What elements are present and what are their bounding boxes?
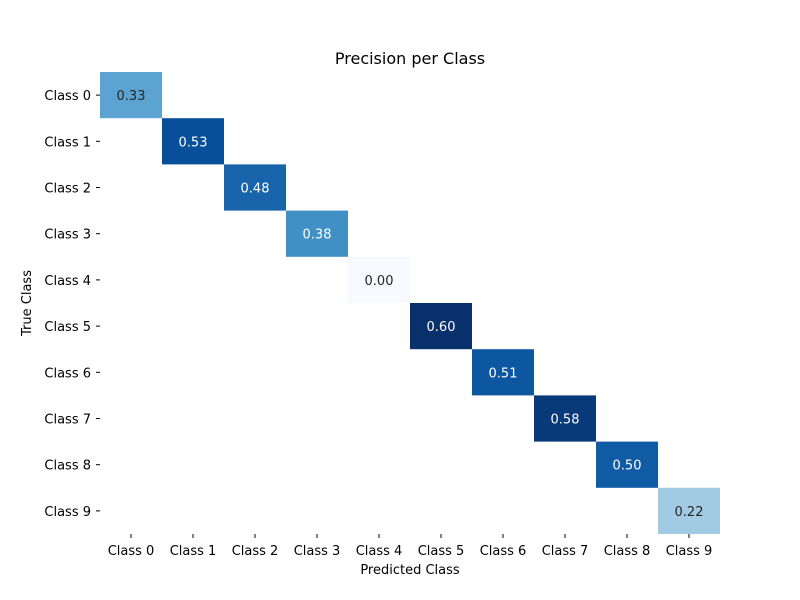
cell-value-label: 0.60 xyxy=(427,320,456,335)
x-tick-label: Class 1 xyxy=(170,544,217,559)
cell-value-label: 0.00 xyxy=(365,274,394,289)
cell-value-label: 0.53 xyxy=(179,135,208,150)
heatmap-cell xyxy=(224,164,286,211)
x-tick-label: Class 8 xyxy=(604,544,651,559)
x-tick-label: Class 3 xyxy=(294,544,341,559)
x-tick-label: Class 0 xyxy=(108,544,155,559)
y-tick-label: Class 1 xyxy=(44,135,91,150)
y-axis-ticks: Class 0 Class 1 Class 2 Class 3 Class 4 Class… xyxy=(44,89,100,520)
heatmap-cell xyxy=(100,72,162,119)
x-tick-label: Class 7 xyxy=(542,544,589,559)
heatmap-cell xyxy=(162,118,224,165)
cell-value-label: 0.58 xyxy=(551,413,580,428)
x-tick-label: Class 5 xyxy=(418,544,465,559)
heatmap-cell xyxy=(596,441,658,488)
chart-title: Precision per Class xyxy=(335,49,485,68)
heatmap-cell xyxy=(472,349,534,396)
x-axis-ticks: Class 0 Class 1 Class 2 Class 3 Class 4 Class… xyxy=(108,534,713,559)
cell-value-label: 0.51 xyxy=(489,366,518,381)
heatmap-cell xyxy=(410,303,472,350)
x-tick-label: Class 9 xyxy=(666,544,713,559)
heatmap-cell xyxy=(534,395,596,442)
heatmap-cell xyxy=(658,487,720,534)
y-tick-label: Class 8 xyxy=(44,459,91,474)
y-tick-label: Class 2 xyxy=(44,182,91,197)
x-tick-label: Class 6 xyxy=(480,544,527,559)
y-tick-label: Class 5 xyxy=(44,320,91,335)
cell-value-label: 0.38 xyxy=(303,228,332,243)
cell-value-label: 0.22 xyxy=(675,505,704,520)
heatmap-cell xyxy=(286,210,348,257)
heatmap-cell xyxy=(348,256,410,303)
y-axis-label: True Class xyxy=(20,270,35,337)
cell-value-label: 0.48 xyxy=(241,182,270,197)
y-tick-label: Class 3 xyxy=(44,228,91,243)
y-tick-label: Class 0 xyxy=(44,89,91,104)
cell-value-label: 0.50 xyxy=(613,459,642,474)
y-tick-label: Class 7 xyxy=(44,413,91,428)
y-tick-label: Class 9 xyxy=(44,505,91,520)
x-tick-label: Class 2 xyxy=(232,544,279,559)
x-tick-label: Class 4 xyxy=(356,544,403,559)
heatmap-cells: 0.33 0.53 0.48 0.38 0.00 0.60 0.51 0.58 0.50 0.22 xyxy=(100,72,720,534)
y-tick-label: Class 4 xyxy=(44,274,91,289)
x-axis-label: Predicted Class xyxy=(360,563,460,578)
y-tick-label: Class 6 xyxy=(44,366,91,381)
cell-value-label: 0.33 xyxy=(117,89,146,104)
